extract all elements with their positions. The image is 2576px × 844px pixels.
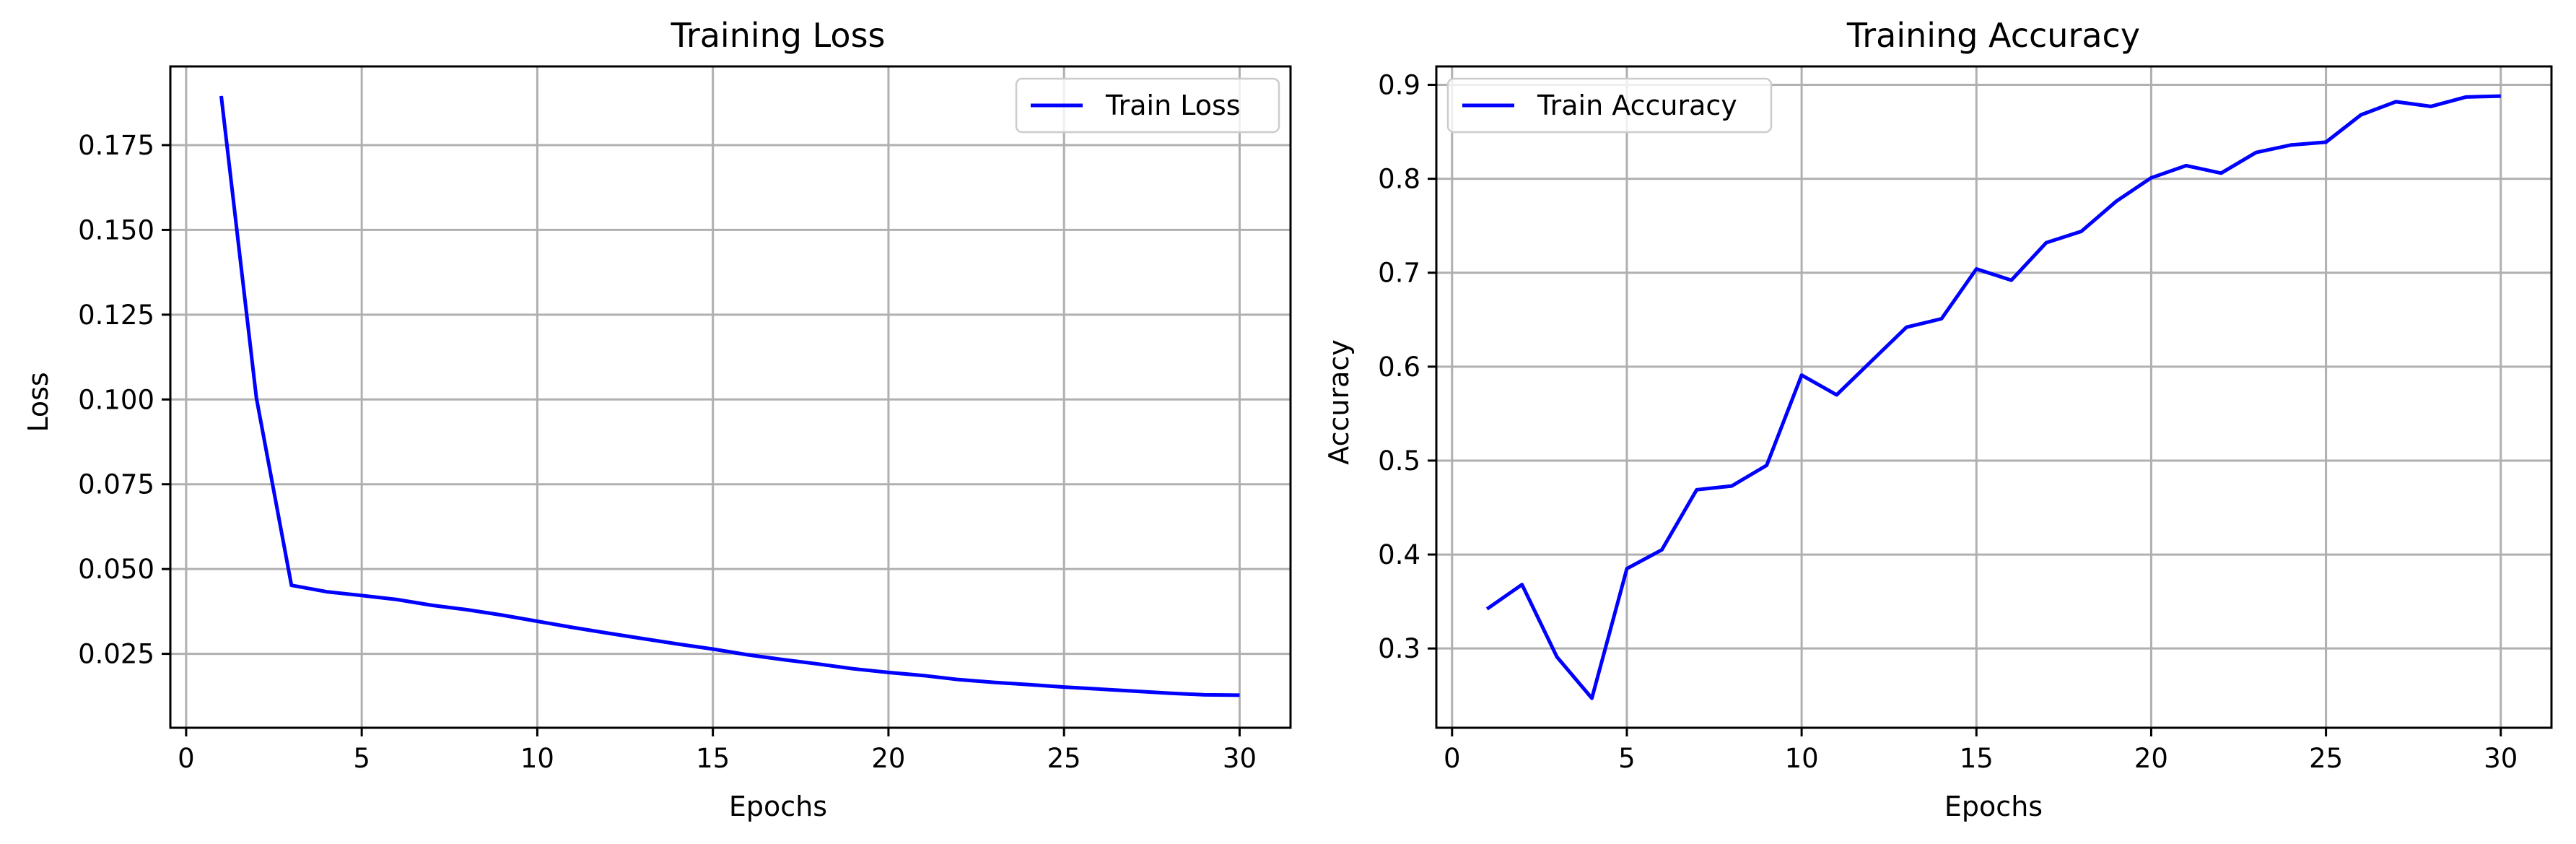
accuracy-y-axis-label: Accuracy (1323, 339, 1355, 465)
accuracy-x-tick-label: 0 (1444, 743, 1461, 774)
loss-legend-box (1015, 77, 1280, 134)
loss-axes-frame (169, 65, 1292, 729)
accuracy-x-tick-label: 15 (1960, 743, 1994, 774)
loss-x-tick-label: 0 (178, 743, 195, 774)
accuracy-y-tick-label: 0.4 (1378, 539, 1420, 570)
loss-x-tick-label: 30 (1223, 743, 1257, 774)
loss-x-tick-label: 25 (1047, 743, 1081, 774)
accuracy-y-tick-label: 0.5 (1378, 445, 1420, 477)
loss-y-tick-label: 0.150 (78, 214, 154, 245)
loss-y-tick-label: 0.025 (78, 639, 154, 670)
accuracy-y-tick-label: 0.6 (1378, 352, 1420, 383)
loss-y-tick-label: 0.125 (78, 300, 154, 331)
accuracy-x-tick-label: 20 (2134, 743, 2168, 774)
accuracy-x-tick-label: 30 (2484, 743, 2518, 774)
loss-x-tick-label: 15 (696, 743, 730, 774)
accuracy-legend-box (1446, 77, 1773, 134)
training-accuracy-panel: Training Accuracy Epochs Accuracy 0 5 10 15… (1323, 16, 2553, 822)
accuracy-y-tick-label: 0.8 (1378, 164, 1420, 195)
training-loss-panel: Training Loss Epochs Loss 0 5 10 15 20 25 30 0.… (22, 16, 1292, 822)
accuracy-y-tick-label: 0.9 (1378, 70, 1420, 101)
accuracy-x-axis-label: Epochs (1944, 791, 2043, 822)
loss-x-tick-label: 20 (871, 743, 905, 774)
loss-x-tick-label: 5 (353, 743, 370, 774)
accuracy-legend-label: Train Accuracy (1537, 90, 1737, 121)
accuracy-series-line (1485, 94, 2501, 700)
accuracy-y-tick-label: 0.3 (1378, 633, 1420, 664)
accuracy-x-tick-label: 5 (1618, 743, 1636, 774)
loss-y-axis-label: Loss (22, 372, 54, 432)
loss-x-tick-label: 10 (520, 743, 554, 774)
loss-legend-label: Train Loss (1105, 90, 1241, 121)
loss-y-tick-label: 0.100 (78, 384, 154, 415)
accuracy-x-tick-label: 10 (1785, 743, 1819, 774)
accuracy-x-tick-label: 25 (2309, 743, 2343, 774)
accuracy-y-tick-label: 0.7 (1378, 258, 1420, 289)
loss-y-tick-label: 0.075 (78, 469, 154, 500)
loss-x-axis-label: Epochs (729, 791, 827, 822)
loss-y-tick-label: 0.050 (78, 554, 154, 585)
accuracy-axes-frame (1435, 65, 2553, 729)
loss-chart-title: Training Loss (670, 16, 885, 55)
loss-series-line (219, 95, 1240, 697)
loss-y-tick-label: 0.175 (78, 130, 154, 161)
accuracy-chart-title: Training Accuracy (1846, 16, 2140, 55)
